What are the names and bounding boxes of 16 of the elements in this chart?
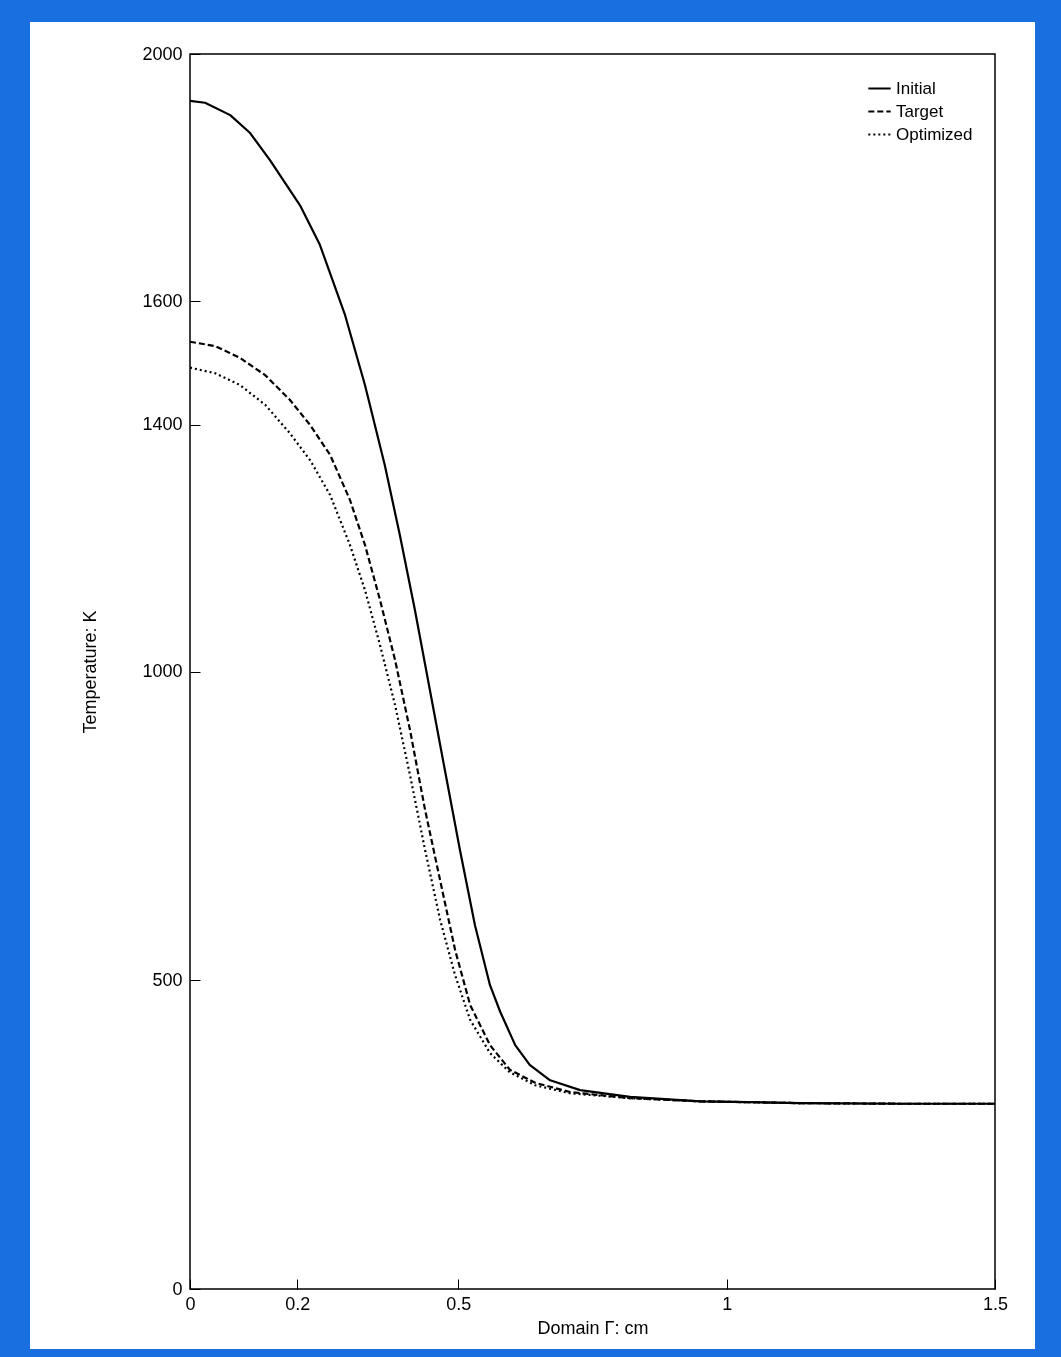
y-tick-label: 2000: [142, 43, 183, 64]
x-tick-label: 0.2: [285, 1293, 311, 1314]
y-tick-label: 500: [152, 969, 183, 990]
y-tick-label: 1600: [142, 290, 183, 311]
x-tick-label: 0: [185, 1293, 196, 1314]
x-tick-label: 1.5: [982, 1293, 1009, 1314]
y-tick-label: 1400: [142, 414, 183, 434]
y-axis-title: Temperature: K: [80, 610, 101, 734]
legend-label: Optimized: [896, 124, 973, 144]
x-axis-title: Domain Γ: cm: [537, 1317, 649, 1338]
x-tick-label: 0.5: [446, 1293, 472, 1314]
x-tick-label: 1: [722, 1293, 733, 1314]
y-tick-label: 1000: [142, 661, 183, 681]
y-tick-label: 0: [172, 1278, 183, 1299]
legend-label: Target: [896, 101, 944, 121]
legend-label: Initial: [896, 78, 936, 98]
